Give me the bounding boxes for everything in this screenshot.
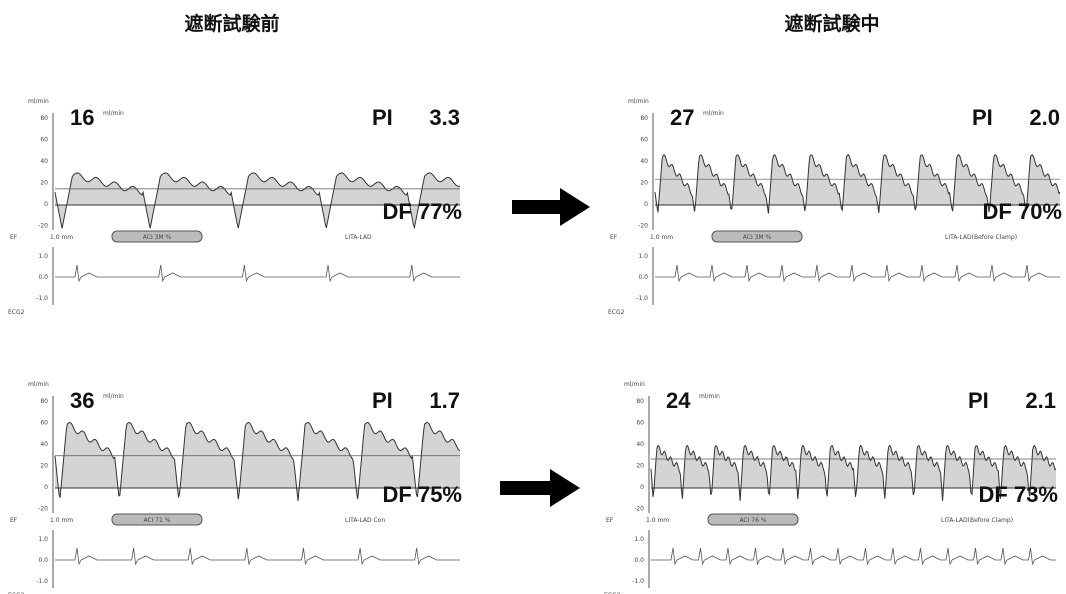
- y-tick-label: 80: [636, 398, 644, 405]
- flow-unit: ml/min: [103, 393, 124, 400]
- y-tick-label: 60: [640, 137, 648, 144]
- ecg-tick-label: 1.0: [38, 253, 48, 260]
- y-tick-label: 0: [644, 201, 648, 208]
- pi-value: 3.3: [429, 105, 460, 130]
- flow-panel: ml/min 80 60 40 20 0 -20 16 ml/min PI 3.3 DF 77% EF 1…: [8, 98, 462, 316]
- site-label: LITA-LAD: [345, 234, 372, 241]
- y-tick-label: 40: [636, 441, 644, 448]
- df-value: DF 70%: [983, 199, 1062, 224]
- y-tick-label: 80: [40, 115, 48, 122]
- channel-label: EF: [610, 234, 618, 241]
- arrow: [500, 469, 580, 507]
- site-label: LITA-LAD(Before Clamp): [941, 517, 1013, 524]
- y-tick-label: 40: [640, 158, 648, 165]
- figure: 遮断試験前 遮断試験中 ml/min 80 60 40 20 0 -20 16 ml/min PI…: [0, 0, 1066, 594]
- header: 遮断試験中: [784, 12, 879, 35]
- flow-value: 24: [666, 388, 691, 413]
- ecg-label: ECG2: [8, 309, 25, 316]
- y-tick-label: 20: [636, 463, 644, 470]
- flow-panel: ml/min 80 60 40 20 0 -20 24 ml/min PI 2.1 DF 73% EF 1…: [604, 381, 1058, 594]
- site-label: LITA-LAD Con: [345, 517, 385, 524]
- ecg-tick-label: -1.0: [632, 578, 644, 585]
- flow-unit: ml/min: [103, 110, 124, 117]
- channel-label: EF: [606, 517, 614, 524]
- scale-label: 1.0 mm: [50, 234, 73, 241]
- pill-label: ACI 3M %: [743, 234, 772, 241]
- y-tick-label: -20: [38, 506, 48, 513]
- pi-label: PI: [372, 388, 393, 413]
- ecg-tick-label: 1.0: [638, 253, 648, 260]
- axis-unit: ml/min: [28, 381, 49, 388]
- df-value: DF 73%: [979, 482, 1058, 507]
- ecg-tick-label: 0.0: [638, 274, 648, 281]
- y-tick-label: -20: [638, 223, 648, 230]
- y-tick-label: 80: [640, 115, 648, 122]
- flow-value: 36: [70, 388, 94, 413]
- pill-label: ACI 76 %: [739, 517, 766, 524]
- site-label: LITA-LAD(Before Clamp): [945, 234, 1017, 241]
- flow-unit: ml/min: [699, 393, 720, 400]
- y-tick-label: 60: [636, 420, 644, 427]
- y-tick-label: 80: [40, 398, 48, 405]
- flow-value: 27: [670, 105, 694, 130]
- ecg-tick-label: 0.0: [634, 557, 644, 564]
- pi-value: 2.1: [1025, 388, 1056, 413]
- y-tick-label: 0: [44, 484, 48, 491]
- channel-label: EF: [10, 234, 18, 241]
- pi-label: PI: [968, 388, 989, 413]
- flow-unit: ml/min: [703, 110, 724, 117]
- pill-label: ACI 71 %: [143, 517, 170, 524]
- flow-panel: ml/min 80 60 40 20 0 -20 36 ml/min PI 1.7 DF 75% EF 1…: [8, 381, 462, 594]
- ecg-tick-label: 1.0: [38, 536, 48, 543]
- pill-label: ACI 3M %: [143, 234, 172, 241]
- y-tick-label: 20: [40, 180, 48, 187]
- scale-label: 1.0 mm: [50, 517, 73, 524]
- y-tick-label: -20: [38, 223, 48, 230]
- scale-label: 1.0 mm: [646, 517, 669, 524]
- pi-value: 1.7: [429, 388, 460, 413]
- y-tick-label: 0: [640, 484, 644, 491]
- y-tick-label: 40: [40, 158, 48, 165]
- ecg-tick-label: -1.0: [36, 295, 48, 302]
- channel-label: EF: [10, 517, 18, 524]
- axis-unit: ml/min: [624, 381, 645, 388]
- ecg-trace: [651, 548, 1056, 564]
- ecg-tick-label: -1.0: [636, 295, 648, 302]
- ecg-trace: [655, 265, 1060, 281]
- ecg-tick-label: 0.0: [38, 557, 48, 564]
- page: 遮断試験前 遮断試験中 ml/min 80 60 40 20 0 -20 16 ml/min PI…: [0, 0, 1066, 594]
- ecg-tick-label: 1.0: [634, 536, 644, 543]
- pi-value: 2.0: [1029, 105, 1060, 130]
- axis-unit: ml/min: [628, 98, 649, 105]
- pi-label: PI: [372, 105, 393, 130]
- y-tick-label: 20: [40, 463, 48, 470]
- arrow: [512, 188, 590, 226]
- flow-panel: ml/min 80 60 40 20 0 -20 27 ml/min PI 2.0 DF 70% EF 1…: [608, 98, 1062, 316]
- y-tick-label: -20: [634, 506, 644, 513]
- scale-label: 1.0 mm: [650, 234, 673, 241]
- axis-unit: ml/min: [28, 98, 49, 105]
- flow-value: 16: [70, 105, 94, 130]
- pi-label: PI: [972, 105, 993, 130]
- y-tick-label: 40: [40, 441, 48, 448]
- ecg-trace: [55, 265, 460, 281]
- y-tick-label: 60: [40, 137, 48, 144]
- y-tick-label: 20: [640, 180, 648, 187]
- ecg-tick-label: 0.0: [38, 274, 48, 281]
- ecg-trace: [55, 548, 460, 564]
- ecg-label: ECG2: [608, 309, 625, 316]
- ecg-tick-label: -1.0: [36, 578, 48, 585]
- df-value: DF 75%: [383, 482, 462, 507]
- y-tick-label: 0: [44, 201, 48, 208]
- df-value: DF 77%: [383, 199, 462, 224]
- y-tick-label: 60: [40, 420, 48, 427]
- header: 遮断試験前: [184, 12, 279, 35]
